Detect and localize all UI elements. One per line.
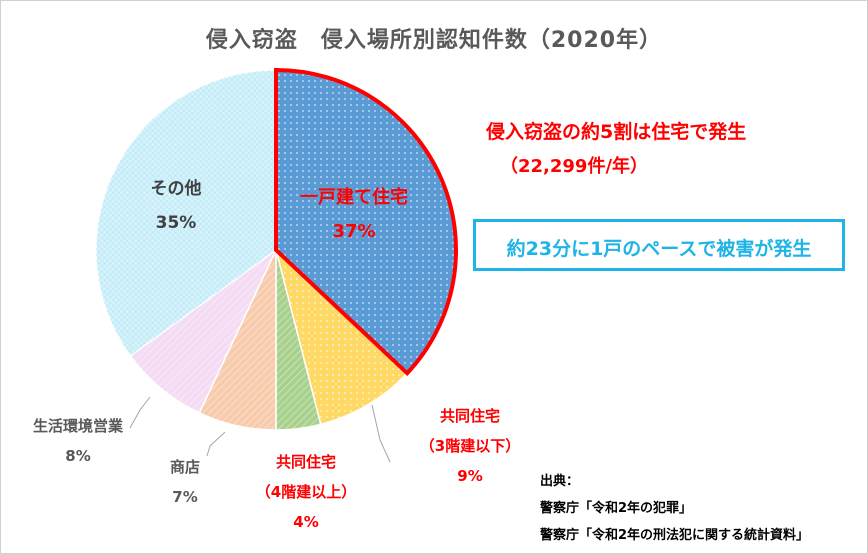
pie-slice-other bbox=[95, 69, 277, 357]
source-line-2: 警察庁「令和2年の刑法犯に関する統計資料」 bbox=[540, 528, 810, 543]
leader-line-apartment-low bbox=[371, 404, 391, 463]
highlight-outline bbox=[274, 67, 458, 377]
source-heading: 出典： bbox=[540, 474, 580, 489]
chart-title: 侵入窃盗 侵入場所別認知件数（2020年） bbox=[205, 28, 663, 53]
headline-sub-annotation: （22,299件/年） bbox=[500, 156, 649, 177]
pie-slice-apartment-low bbox=[274, 247, 409, 426]
slice-label-apartment-low: 共同住宅（3階建以下） 9% bbox=[420, 407, 520, 485]
slice-label-shop: 商店 7% bbox=[170, 458, 200, 506]
slice-label-other: その他 35% bbox=[151, 178, 202, 233]
slice-label-apartment-high: 共同住宅（4階建以上） 4% bbox=[256, 453, 356, 531]
pie-slice-shop bbox=[198, 249, 277, 431]
source-line-1: 警察庁「令和2年の犯罪」 bbox=[540, 501, 693, 516]
slice-label-business: 生活環境営業 8% bbox=[33, 417, 124, 465]
slice-label-detached-house: 一戸建て住宅 37% bbox=[300, 186, 408, 242]
pie-slice-business bbox=[129, 249, 277, 414]
leader-line-business bbox=[129, 396, 151, 429]
note-box: 約23分に1戸のペースで被害が発生 bbox=[473, 219, 845, 271]
source-block: 出典： 警察庁「令和2年の犯罪」 警察庁「令和2年の刑法犯に関する統計資料」 bbox=[540, 468, 809, 549]
note-text: 約23分に1戸のペースで被害が発生 bbox=[506, 238, 812, 260]
headline-annotation: 侵入窃盗の約5割は住宅で発生 bbox=[486, 121, 747, 143]
leader-line-shop bbox=[206, 431, 226, 457]
